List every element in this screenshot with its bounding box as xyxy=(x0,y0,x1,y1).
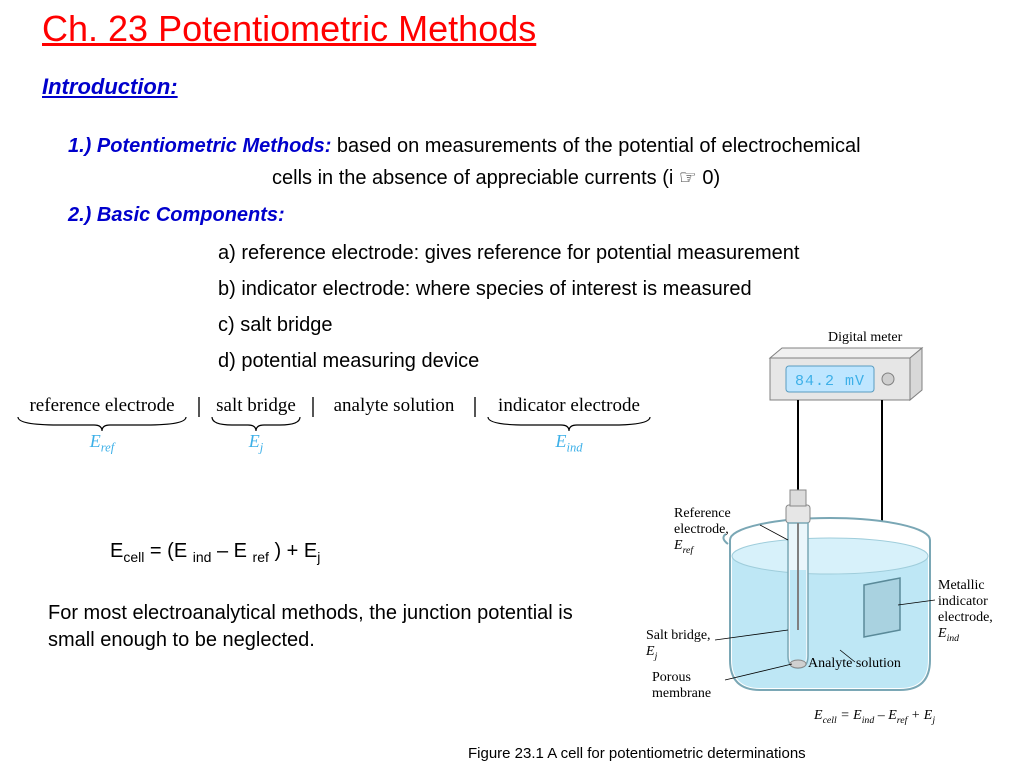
component-band: reference electrode Eref salt bridge Ej … xyxy=(14,395,654,456)
porous-membrane-label: Porousmembrane xyxy=(652,670,732,702)
meter-reading: 84.2 mV xyxy=(795,373,865,390)
band-divider-icon xyxy=(474,397,476,417)
band-seg3-label: analyte solution xyxy=(334,395,455,416)
band-seg2-label: salt bridge xyxy=(216,395,296,416)
band-seg1-label: reference electrode xyxy=(29,395,174,416)
band-seg4-label: indicator electrode xyxy=(498,395,640,416)
component-a: a) reference electrode: gives reference … xyxy=(218,242,799,265)
item-1-line2: cells in the absence of appreciable curr… xyxy=(272,165,720,190)
indicator-electrode-label: Metallic indicator electrode, Eind xyxy=(938,578,1010,644)
junction-paragraph: For most electroanalytical methods, the … xyxy=(48,600,618,654)
analyte-solution-label: Analyte solution xyxy=(808,656,901,672)
band-divider-icon xyxy=(198,397,200,417)
brace-icon xyxy=(14,415,190,431)
digital-meter-icon: 84.2 mV xyxy=(770,348,922,400)
cell-equation-small: Ecell = Eind – Eref + Ej xyxy=(814,708,935,726)
item-2-lead: 2.) Basic Components: xyxy=(68,204,285,227)
indicator-electrode-icon xyxy=(864,578,900,637)
figure-caption: Figure 23.1 A cell for potentiometric de… xyxy=(468,745,806,762)
band-seg1-sym: Eref xyxy=(90,431,115,451)
item-1-rest: based on measurements of the potential o… xyxy=(331,135,860,157)
meter-label: Digital meter xyxy=(828,330,902,346)
apparatus-diagram: 84.2 mV xyxy=(650,330,1010,730)
cell-equation: Ecell = (E ind – E ref ) + Ej xyxy=(110,540,320,565)
item-1-lead: 1.) Potentiometric Methods: xyxy=(68,135,331,157)
brace-icon xyxy=(484,415,654,431)
page-title: Ch. 23 Potentiometric Methods xyxy=(42,8,536,50)
item-1-line1: 1.) Potentiometric Methods: based on mea… xyxy=(68,135,861,158)
brace-icon xyxy=(208,415,304,431)
component-d: d) potential measuring device xyxy=(218,350,479,373)
band-seg4-sym: Eind xyxy=(555,431,582,451)
section-heading: Introduction: xyxy=(42,74,178,100)
component-c: c) salt bridge xyxy=(218,314,333,337)
salt-bridge-label: Salt bridge, Ej xyxy=(646,628,726,662)
reference-electrode-icon xyxy=(786,490,810,668)
ref-electrode-label: Reference electrode, Eref xyxy=(674,506,764,556)
band-divider-icon xyxy=(312,397,314,417)
component-b: b) indicator electrode: where species of… xyxy=(218,278,752,301)
band-seg2-sym: Ej xyxy=(249,431,264,451)
